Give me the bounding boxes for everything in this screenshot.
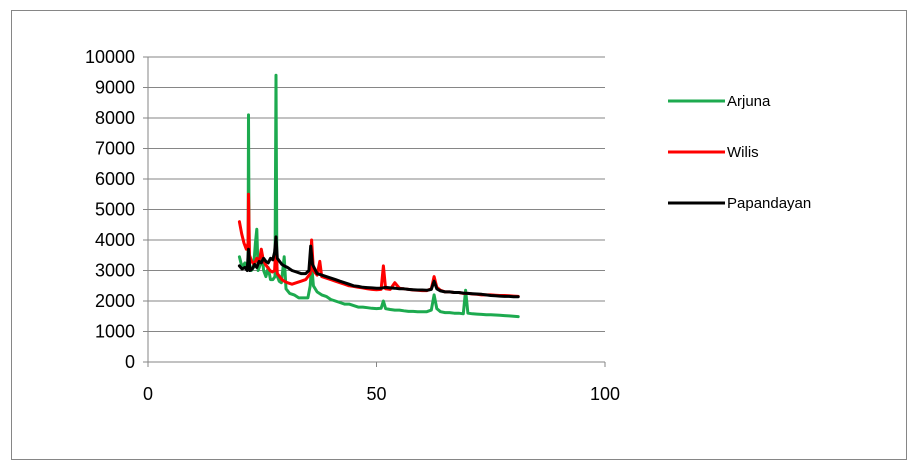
y-tick-label-8000: 8000 — [95, 108, 135, 128]
y-axis-tick-labels: 0 1000 2000 3000 4000 5000 6000 7000 8000 9000 100… — [85, 47, 135, 372]
legend-label-papandayan: Papandayan — [727, 195, 811, 212]
y-tick-label-7000: 7000 — [95, 139, 135, 159]
y-tick-label-1000: 1000 — [95, 322, 135, 342]
y-tick-label-2000: 2000 — [95, 291, 135, 311]
y-tick-label-0: 0 — [125, 352, 135, 372]
x-axis-tick-labels: 0 50 100 — [143, 384, 620, 404]
x-tick-label-0: 0 — [143, 384, 153, 404]
y-tick-label-4000: 4000 — [95, 230, 135, 250]
axes — [143, 56, 606, 367]
y-tick-label-3000: 3000 — [95, 261, 135, 281]
x-tick-label-100: 100 — [590, 384, 620, 404]
y-tick-label-5000: 5000 — [95, 200, 135, 220]
y-tick-label-9000: 9000 — [95, 78, 135, 98]
series-lines — [237, 73, 520, 319]
x-tick-label-50: 50 — [366, 384, 386, 404]
gridlines — [148, 56, 605, 332]
legend-label-arjuna: Arjuna — [727, 93, 771, 110]
y-tick-label-10000: 10000 — [85, 47, 135, 67]
chart-frame — [11, 10, 907, 460]
y-tick-label-6000: 6000 — [95, 169, 135, 189]
legend: Arjuna Wilis Papandayan — [668, 93, 811, 212]
series-line-papandayan — [237, 235, 520, 299]
legend-label-wilis: Wilis — [727, 144, 759, 161]
